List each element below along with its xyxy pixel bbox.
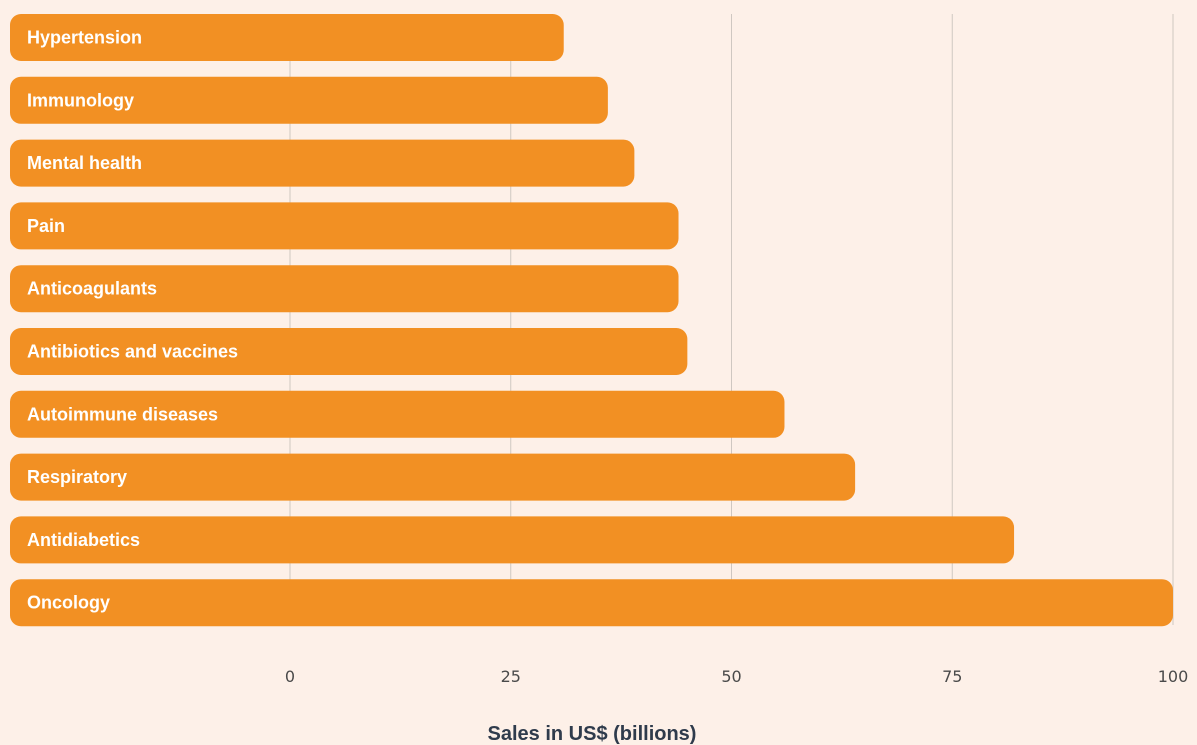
bar-label: Hypertension: [27, 28, 142, 48]
x-tick-label: 25: [501, 667, 521, 686]
bar-antibiotics-and-vaccines: [10, 328, 688, 375]
bar-label: Antidiabetics: [27, 530, 140, 550]
bar-label: Autoimmune diseases: [27, 404, 218, 424]
bar-labels: Hypertension Immunology Mental health Pain A…: [27, 28, 238, 613]
bar-autoimmune-diseases: [10, 390, 785, 438]
bar-hypertension: [10, 14, 564, 61]
bar-immunology: [10, 76, 608, 124]
bar-label: Immunology: [27, 90, 134, 110]
x-axis-title: Sales in US$ (billions): [488, 723, 697, 745]
bar-mental-health: [10, 139, 635, 187]
bar-label: Respiratory: [27, 467, 127, 487]
x-tick-label: 100: [1158, 667, 1189, 686]
bar-antidiabetics: [10, 516, 1015, 564]
bar-pain: [10, 202, 679, 250]
bar-anticoagulants: [10, 265, 679, 313]
x-tick-label: 0: [285, 667, 295, 686]
bar-respiratory: [10, 453, 856, 501]
bars: [10, 14, 1173, 627]
x-tick-label: 75: [942, 667, 962, 686]
x-tick-label: 50: [721, 667, 741, 686]
bar-label: Pain: [27, 216, 65, 236]
bar-label: Mental health: [27, 153, 142, 173]
bar-label: Oncology: [27, 593, 110, 613]
bar-label: Anticoagulants: [27, 279, 157, 299]
x-axis-ticks: 0 25 50 75 100: [285, 667, 1188, 686]
bar-label: Antibiotics and vaccines: [27, 342, 238, 362]
bar-oncology: [10, 579, 1173, 627]
